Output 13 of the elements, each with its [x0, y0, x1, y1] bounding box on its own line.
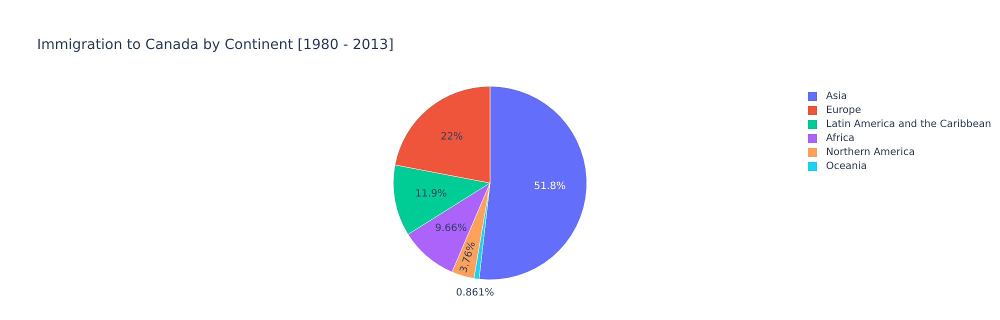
legend-label: Africa: [826, 132, 855, 144]
legend-label: Asia: [826, 90, 847, 102]
data-label: 51.8%: [534, 181, 566, 192]
data-label: 0.861%: [456, 287, 494, 298]
data-label: 9.66%: [435, 223, 467, 234]
legend-label: Europe: [826, 104, 862, 116]
legend-label: Northern America: [826, 146, 915, 158]
text: Immigration to Canada by Continent [1980 - 2013]: [37, 37, 394, 53]
legend-label: Latin America and the Caribbean: [826, 118, 992, 130]
data-label: 22%: [440, 131, 463, 142]
legend-label: Oceania: [826, 160, 867, 172]
data-label: 3.76%: [458, 240, 478, 274]
data-label: 11.9%: [415, 188, 447, 200]
